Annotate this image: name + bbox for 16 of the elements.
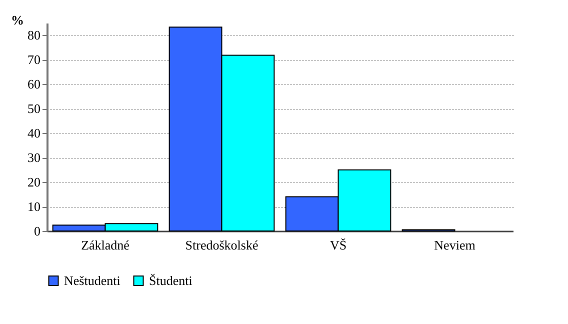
x-tick-label: VŠ <box>330 238 347 252</box>
legend-label: Neštudenti <box>64 272 121 288</box>
y-tick-label: 80 <box>28 28 40 43</box>
y-tick-label: 30 <box>28 150 40 166</box>
x-tick-label: Neviem <box>434 238 476 252</box>
y-tick-label: 50 <box>28 101 40 116</box>
y-tick-label: 70 <box>28 52 40 68</box>
y-tick-label: 60 <box>28 76 40 92</box>
y-axis-title: % <box>11 12 24 28</box>
y-tick-label: 40 <box>28 126 40 141</box>
x-tick-label: Základné <box>81 238 130 252</box>
x-tick-label: Stredoškolské <box>185 238 258 252</box>
y-tick-label: 0 <box>34 224 40 238</box>
y-tick-label: 20 <box>28 174 40 190</box>
y-tick-label: 10 <box>28 199 40 214</box>
legend-label: Študenti <box>149 272 193 288</box>
